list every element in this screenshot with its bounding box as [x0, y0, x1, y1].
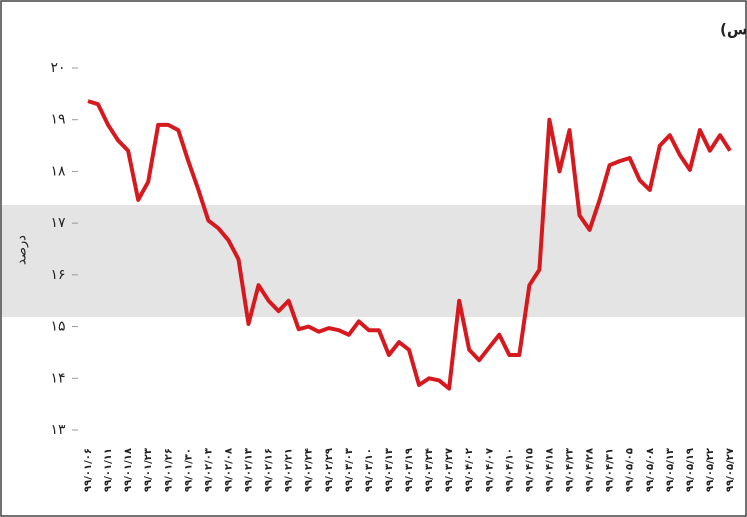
- x-tick-label: ۹۹/۰۴/۲۸: [585, 448, 596, 492]
- x-tick-label: ۹۹/۰۴/۳۱: [605, 448, 616, 492]
- x-tick-label: ۹۹/۰۴/۱۰: [504, 448, 515, 492]
- y-tick-label: ۱۴: [50, 370, 65, 386]
- x-tick-label: ۹۹/۰۲/۲۹: [324, 448, 335, 492]
- x-tick-label: ۹۹/۰۳/۲۴: [424, 448, 435, 492]
- x-tick-label: ۹۹/۰۱/۰۶: [83, 448, 94, 492]
- x-tick-label: ۹۹/۰۲/۲۴: [304, 448, 315, 492]
- x-tick-label: ۹۹/۰۵/۰۸: [645, 448, 656, 492]
- x-tick-label: ۹۹/۰۴/۱۵: [524, 448, 535, 492]
- x-tick-label: ۹۹/۰۵/۰۵: [625, 448, 636, 492]
- chart-title: روند میانگین نرخ سود موثر اسناد خزانه اس…: [720, 21, 747, 39]
- x-tick-label: ۹۹/۰۲/۰۳: [203, 448, 214, 492]
- x-tick-label: ۹۹/۰۳/۱۳: [384, 448, 395, 492]
- x-tick-label: ۹۹/۰۲/۱۳: [244, 448, 255, 492]
- x-tick-label: ۹۹/۰۳/۱۰: [364, 448, 375, 492]
- x-tick-label: ۹۹/۰۳/۱۹: [404, 448, 415, 492]
- y-tick-label: ۱۷: [50, 215, 66, 231]
- x-tick-label: ۹۹/۰۲/۲۱: [284, 448, 295, 492]
- x-tick-label: ۹۹/۰۴/۰۷: [484, 448, 495, 492]
- y-tick-label: ۱۳: [50, 422, 66, 438]
- x-tick-label: ۹۹/۰۱/۲۶: [163, 448, 174, 492]
- x-tick-label: ۹۹/۰۱/۲۳: [143, 448, 154, 492]
- x-tick-label: ۹۹/۰۳/۰۳: [344, 448, 355, 492]
- x-tick-label: ۹۹/۰۵/۲۷: [725, 448, 736, 492]
- x-tick-label: ۹۹/۰۵/۱۹: [685, 448, 696, 492]
- x-tick-label: ۹۹/۰۵/۱۳: [665, 448, 676, 492]
- x-tick-label: ۹۹/۰۲/۰۸: [223, 448, 234, 492]
- x-tick-label: ۹۹/۰۱/۳۰: [183, 448, 194, 492]
- y-tick-label: ۲۰: [50, 60, 65, 76]
- x-tick-label: ۹۹/۰۴/۰۲: [464, 448, 475, 492]
- y-tick-label: ۱۵: [50, 319, 65, 335]
- x-tick-label: ۹۹/۰۴/۲۳: [565, 448, 576, 492]
- line: [87, 99, 732, 391]
- x-tick-label: ۹۹/۰۲/۱۶: [264, 448, 275, 492]
- x-tick-label: ۹۹/۰۵/۲۲: [705, 448, 716, 492]
- x-tick-label: ۹۹/۰۱/۱۱: [103, 448, 114, 492]
- watermark-band: [2, 205, 745, 317]
- y-axis-label: درصد: [15, 235, 30, 265]
- x-tick-label: ۹۹/۰۴/۱۸: [544, 448, 555, 492]
- y-tick-label: ۱۶: [50, 267, 65, 283]
- x-tick-label: ۹۹/۰۳/۲۷: [444, 448, 455, 492]
- x-tick-label: ۹۹/۰۱/۱۸: [123, 448, 134, 492]
- y-tick-label: ۱۸: [50, 163, 66, 179]
- y-tick-label: ۱۹: [50, 112, 65, 128]
